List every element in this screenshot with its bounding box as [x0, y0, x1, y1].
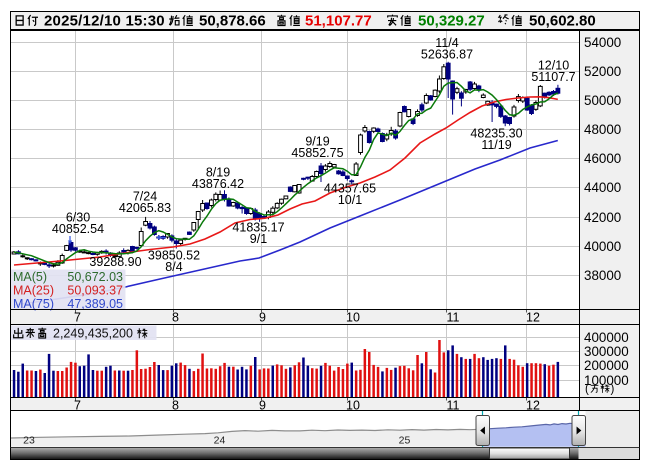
svg-text:51107.7: 51107.7 — [531, 70, 575, 84]
svg-text:12: 12 — [526, 310, 540, 324]
svg-text:7/24: 7/24 — [133, 189, 157, 203]
svg-text:8: 8 — [172, 398, 179, 412]
svg-text:40852.54: 40852.54 — [52, 222, 104, 236]
svg-text:10: 10 — [346, 398, 360, 412]
svg-text:25: 25 — [399, 435, 411, 447]
svg-text:2,249,435,200: 2,249,435,200 — [53, 327, 133, 341]
svg-text:9: 9 — [259, 310, 266, 324]
svg-text:50,602.80: 50,602.80 — [529, 12, 596, 29]
svg-text:100000: 100000 — [584, 373, 629, 388]
svg-text:200000: 200000 — [584, 358, 629, 373]
svg-text:45852.75: 45852.75 — [291, 146, 343, 160]
svg-text:44357.65: 44357.65 — [324, 182, 376, 196]
svg-text:41835.17: 41835.17 — [232, 220, 284, 234]
svg-text:11/4: 11/4 — [435, 36, 458, 50]
svg-text:50000: 50000 — [584, 93, 621, 108]
svg-text:8: 8 — [172, 310, 179, 324]
svg-text:400000: 400000 — [584, 330, 629, 345]
svg-text:47,389.05: 47,389.05 — [67, 297, 123, 311]
svg-text:10/1: 10/1 — [338, 193, 362, 207]
svg-text:42065.83: 42065.83 — [119, 201, 171, 215]
svg-text:300000: 300000 — [584, 344, 629, 359]
svg-text:12/10: 12/10 — [538, 58, 569, 72]
svg-text:7: 7 — [74, 398, 81, 412]
svg-text:50,329.27: 50,329.27 — [418, 12, 485, 29]
svg-text:9/19: 9/19 — [305, 134, 329, 148]
svg-text:42000: 42000 — [584, 210, 621, 225]
svg-text:2025/12/10 15:30: 2025/12/10 15:30 — [44, 12, 165, 29]
svg-text:7: 7 — [74, 310, 81, 324]
svg-text:50,672.03: 50,672.03 — [67, 270, 123, 284]
svg-text:50,878.66: 50,878.66 — [199, 12, 266, 29]
svg-text:46000: 46000 — [584, 151, 621, 166]
svg-text:51,107.77: 51,107.77 — [305, 12, 372, 29]
svg-text:9: 9 — [259, 398, 266, 412]
svg-text:MA(5): MA(5) — [13, 270, 47, 284]
svg-text:50,093.37: 50,093.37 — [67, 284, 123, 298]
svg-text:52636.87: 52636.87 — [421, 47, 473, 61]
svg-text:48235.30: 48235.30 — [470, 126, 522, 140]
svg-text:6/30: 6/30 — [66, 210, 90, 224]
svg-text:9/1: 9/1 — [250, 232, 267, 246]
svg-text:44000: 44000 — [584, 180, 621, 195]
svg-text:54000: 54000 — [584, 35, 621, 50]
svg-text:11: 11 — [447, 398, 460, 412]
svg-text:40000: 40000 — [584, 239, 621, 254]
svg-text:8/19: 8/19 — [206, 165, 230, 179]
svg-text:MA(75): MA(75) — [13, 297, 54, 311]
svg-text:38000: 38000 — [584, 268, 621, 283]
svg-text:MA(25): MA(25) — [13, 284, 54, 298]
svg-text:): ) — [611, 384, 615, 396]
svg-text:24: 24 — [214, 435, 226, 447]
svg-text:11/19: 11/19 — [481, 138, 511, 152]
svg-text:8/4: 8/4 — [165, 260, 182, 274]
svg-text:12: 12 — [526, 398, 540, 412]
svg-text:48000: 48000 — [584, 122, 621, 137]
svg-text:10: 10 — [346, 310, 360, 324]
svg-text:(: ( — [585, 384, 589, 396]
svg-text:39288.90: 39288.90 — [89, 255, 141, 269]
svg-text:43876.42: 43876.42 — [192, 177, 244, 191]
svg-text:11: 11 — [447, 310, 460, 324]
svg-text:39850.52: 39850.52 — [148, 248, 200, 262]
svg-text:52000: 52000 — [584, 64, 621, 79]
svg-text:23: 23 — [23, 435, 35, 447]
